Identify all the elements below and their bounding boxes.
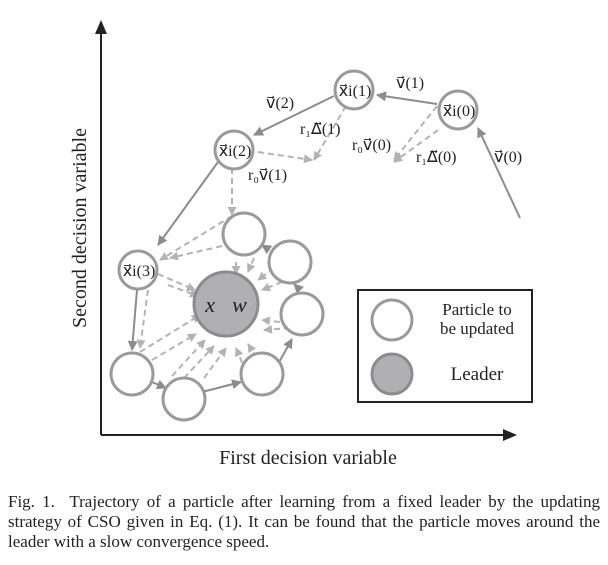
y-axis-label: Second decision variable xyxy=(69,128,91,328)
trajectory-arrows xyxy=(127,91,521,393)
legend-particle-line1: Particle to xyxy=(442,300,511,319)
particle-p6 xyxy=(161,376,207,422)
label-leader: x⃗w xyxy=(204,292,247,317)
figure-caption: Fig. 1. Trajectory of a particle after l… xyxy=(8,492,600,552)
particle-p4 xyxy=(239,351,285,397)
label-r0-v0: r₀v⃗(0) xyxy=(352,137,391,154)
x-axis-label: First decision variable xyxy=(219,447,397,469)
leader-particle xyxy=(192,270,260,338)
particle-x2 xyxy=(213,129,255,171)
label-r1-delta0: r₁Δ⃗(0) xyxy=(416,149,457,166)
label-x2: x⃗i(2) xyxy=(219,143,252,160)
arrow-x2-x3 xyxy=(157,161,219,246)
particle-x1 xyxy=(333,69,375,111)
particle-p2 xyxy=(267,239,313,285)
arrow-v0 xyxy=(477,127,521,219)
caption-text: Trajectory of a particle after learning … xyxy=(8,492,600,551)
arrow-p4-p3 xyxy=(277,338,293,365)
particle-p5 xyxy=(109,351,155,397)
arrow-p6-p4 xyxy=(201,379,242,393)
legend-particle-swatch xyxy=(370,298,414,342)
particle-p3 xyxy=(279,291,325,337)
legend-leader-swatch xyxy=(370,352,414,396)
label-v0: v⃗(0) xyxy=(494,149,522,166)
label-x1: x⃗i(1) xyxy=(339,83,372,100)
particle-x3 xyxy=(117,249,159,291)
arrow-v2 xyxy=(253,95,335,136)
trajectory-particles xyxy=(109,69,479,422)
diagram-figure: Second decision variable First decision … xyxy=(69,20,533,469)
arrow-p3-p2 xyxy=(293,283,304,294)
label-r1-delta1: r₁Δ⃗(1) xyxy=(300,121,341,138)
label-x0: x⃗i(0) xyxy=(443,103,476,120)
legend-leader-label: Leader xyxy=(451,364,504,385)
arrow-v1 xyxy=(376,91,438,105)
label-v1: v⃗(1) xyxy=(396,75,424,92)
label-r0-v1: r₀v⃗(1) xyxy=(248,167,287,184)
particle-x0 xyxy=(437,89,479,131)
legend: Particle to be updated Leader xyxy=(357,289,533,403)
legend-particle-line2: be updated xyxy=(440,319,515,338)
caption-label: Fig. 1. xyxy=(8,492,55,511)
particle-p1 xyxy=(221,211,267,257)
arrow-x3-p5 xyxy=(127,289,138,351)
label-v2: v⃗(2) xyxy=(266,95,294,112)
arrow-p5-p6 xyxy=(151,379,167,390)
label-x3: x⃗i(3) xyxy=(123,263,156,280)
